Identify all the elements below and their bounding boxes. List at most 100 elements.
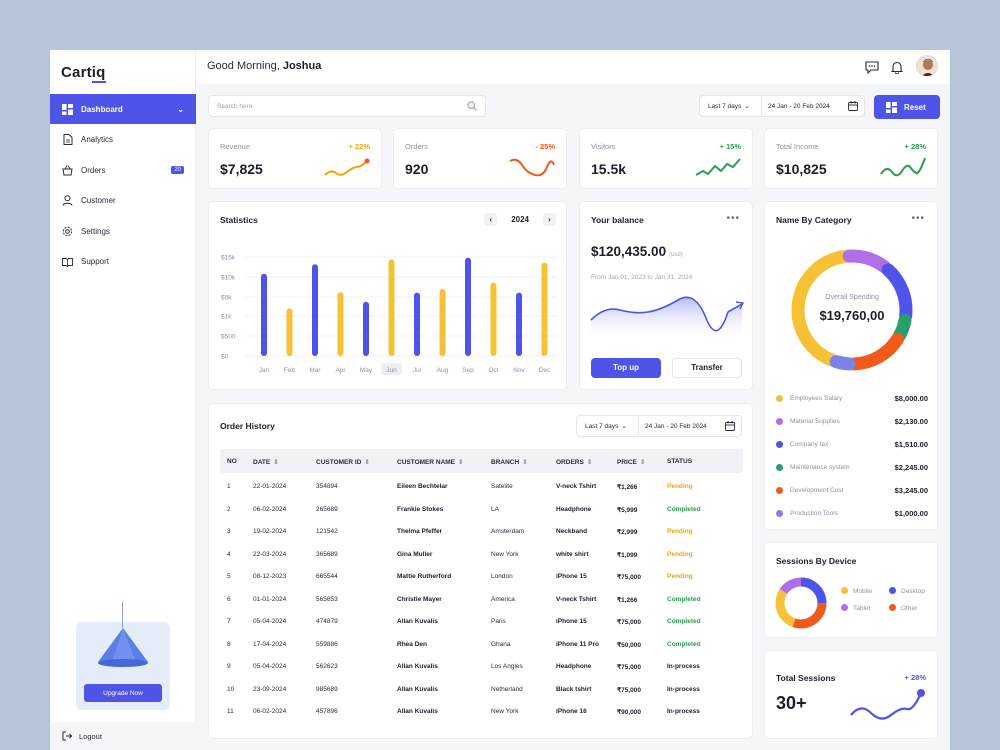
table-cell: 9: [227, 663, 231, 670]
range-select[interactable]: Last 7 days ⌄: [700, 96, 762, 116]
table-row[interactable]: 4 22-03-2024 365689 Gina Muller New York whit…: [220, 546, 743, 568]
calendar-icon[interactable]: [725, 421, 735, 433]
date-range-filter[interactable]: Last 7 days ⌄ 24 Jan - 20 Feb 2024: [699, 95, 865, 117]
table-row[interactable]: 5 08-12-2023 665544 Mattie Rutherford London…: [220, 568, 743, 590]
prev-year-button[interactable]: ‹: [484, 213, 498, 226]
donut-center-value: $19,760,00: [819, 308, 885, 323]
statistics-bar-chart: $0 $500 $1k $5k $10k $15k Jan Feb Mar Apr May Jun Ju…: [221, 255, 557, 375]
logout-button[interactable]: Logout: [50, 722, 196, 750]
brand-name: Cartiq: [61, 64, 106, 81]
y-tick-label: $1k: [221, 314, 232, 321]
bar-jul[interactable]: [414, 292, 420, 356]
column-header[interactable]: DATE ⇕: [253, 458, 279, 466]
column-label: CUSTOMER ID: [316, 459, 362, 466]
table-row[interactable]: 7 05-04-2024 474879 Allan Kuvalis Paris iPhon…: [220, 613, 743, 635]
order-date-range-filter[interactable]: Last 7 days ⌄ 24 Jan - 20 Feb 2024: [576, 415, 742, 437]
table-row[interactable]: 1 22-01-2024 354894 Eileen Bechtelar Satelit…: [220, 478, 743, 500]
y-tick-label: $10k: [221, 275, 236, 282]
table-row[interactable]: 2 06-02-2024 265689 Frankie Stokes LA Headpho…: [220, 501, 743, 523]
range-select[interactable]: Last 7 days ⌄: [577, 416, 639, 436]
table-cell: Headphone: [556, 505, 592, 513]
orders-count-badge: 20: [171, 166, 184, 174]
table-row[interactable]: 8 17-04-2024 559886 Rhea Den Ghana iPhone 11 …: [220, 636, 743, 658]
table-cell: Headphone: [556, 663, 592, 670]
x-tick-label: Jun: [386, 367, 397, 374]
bar-nov[interactable]: [516, 292, 522, 356]
column-header[interactable]: STATUS: [667, 458, 692, 465]
balance-card: Your balance ••• $120,435.00 (usd) From J…: [579, 201, 753, 390]
table-cell: 8: [227, 640, 231, 648]
more-options-icon[interactable]: •••: [726, 213, 740, 224]
table-cell: ₹90,000: [617, 709, 642, 716]
bar-feb[interactable]: [286, 308, 293, 356]
column-header[interactable]: ORDERS ⇕: [556, 458, 592, 466]
bar-dec[interactable]: [541, 262, 548, 356]
bar-jan[interactable]: [261, 273, 267, 356]
logout-icon: [62, 731, 72, 741]
grid-icon: [62, 103, 73, 115]
sidebar-item-support[interactable]: Support: [50, 247, 196, 277]
sidebar-item-dashboard[interactable]: Dashboard ⌄: [50, 94, 196, 124]
year-navigator: ‹ 2024 ›: [484, 213, 556, 226]
status-badge: Pending: [667, 550, 693, 558]
table-cell: iPhone 11 Pro: [556, 640, 599, 648]
sort-icon: ⇕: [639, 459, 646, 466]
bar-jun[interactable]: [388, 259, 395, 356]
avatar[interactable]: [916, 55, 938, 77]
bar-apr[interactable]: [337, 292, 344, 356]
table-cell: Los Angles: [491, 663, 523, 670]
bar-oct[interactable]: [490, 282, 497, 356]
bar-aug[interactable]: [439, 289, 446, 356]
next-year-button[interactable]: ›: [543, 213, 556, 226]
donut-segment[interactable]: [881, 263, 913, 323]
upgrade-now-button[interactable]: Upgrade Now: [84, 684, 162, 702]
donut-segment[interactable]: [791, 250, 851, 367]
transfer-button[interactable]: Transfer: [672, 358, 742, 378]
legend-item: Development Cost $3,245.00: [776, 485, 928, 497]
bell-icon[interactable]: [889, 59, 905, 75]
table-row[interactable]: 10 23-09-2024 985689 Allan Kuvalis Netherlan…: [220, 681, 743, 703]
column-header[interactable]: CUSTOMER ID ⇕: [316, 458, 370, 466]
more-options-icon[interactable]: •••: [911, 213, 925, 224]
bar-sep[interactable]: [465, 257, 471, 356]
chevron-down-icon: ⌄: [744, 103, 750, 110]
table-cell: Allan Kuvalis: [397, 618, 438, 625]
status-badge: Completed: [667, 595, 701, 603]
y-tick-label: $5k: [221, 295, 232, 302]
donut-segment[interactable]: [847, 332, 904, 371]
legend-amount: $1,000.00: [894, 509, 928, 518]
table-cell: 01-01-2024: [253, 595, 287, 603]
stat-label: Revenue: [220, 142, 251, 151]
top-up-button[interactable]: Top up: [591, 358, 661, 378]
sidebar-item-customer[interactable]: Customer: [50, 186, 196, 216]
legend-dot: [889, 604, 896, 611]
bar-mar[interactable]: [312, 264, 318, 356]
chat-icon[interactable]: [864, 59, 880, 75]
table-cell: ₹75,000: [617, 574, 642, 581]
table-row[interactable]: 3 19-02-2024 121542 Thelma Pfeffer Amsterdam…: [220, 523, 743, 545]
legend-name: Material Supplies: [790, 418, 840, 425]
calendar-icon[interactable]: [848, 101, 858, 113]
search-input[interactable]: Search here: [208, 95, 486, 117]
donut-segment[interactable]: [842, 249, 891, 274]
column-header[interactable]: NO: [227, 458, 237, 465]
legend-name: Company tax: [790, 441, 829, 448]
donut-segment[interactable]: [829, 355, 856, 371]
column-header[interactable]: PRICE ⇕: [617, 458, 645, 466]
table-row[interactable]: 11 06-02-2024 457896 Allan Kuvalis New York i…: [220, 703, 743, 725]
x-tick-label: Apr: [335, 367, 346, 374]
sidebar-item-orders[interactable]: Orders 20: [50, 155, 196, 185]
balance-area-chart: [590, 296, 745, 338]
status-badge: Pending: [667, 528, 693, 535]
bar-may[interactable]: [363, 301, 369, 356]
sidebar-item-settings[interactable]: Settings: [50, 216, 196, 246]
table-row[interactable]: 6 01-01-2024 565653 Christie Mayer America V-…: [220, 591, 743, 613]
sidebar-item-analytics[interactable]: Analytics: [50, 125, 196, 155]
reset-button[interactable]: Reset: [874, 95, 940, 119]
column-header[interactable]: BRANCH ⇕: [491, 458, 528, 466]
table-cell: Allan Kuvalis: [397, 685, 438, 693]
brand-logo[interactable]: Cartiq: [61, 64, 106, 83]
table-row[interactable]: 9 05-04-2024 562623 Allan Kuvalis Los Angles…: [220, 658, 743, 680]
column-header[interactable]: CUSTOMER NAME ⇕: [397, 458, 463, 466]
total-income-card: Total Income $10,825 + 28%: [764, 128, 938, 189]
